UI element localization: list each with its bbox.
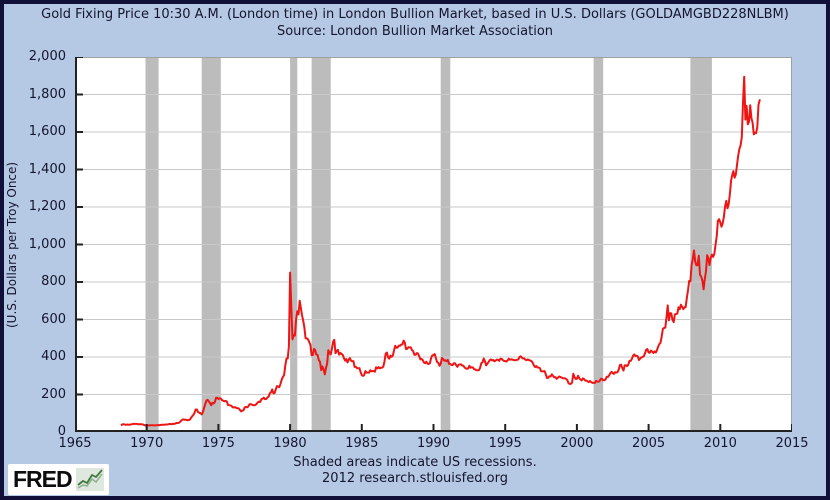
y-tick-label: 1,400 (28, 161, 66, 177)
fred-chart-icon (75, 468, 104, 491)
plot-area (75, 57, 792, 432)
gold-price-line-chart (75, 57, 792, 432)
x-tick-label: 1975 (201, 436, 235, 451)
y-tick-label: 1,200 (28, 199, 66, 214)
y-tick-label: 2,000 (28, 49, 66, 64)
y-tick-label: 1,000 (28, 236, 66, 252)
fred-logo-text: FRED (13, 466, 73, 492)
y-tick-label: 1,800 (28, 86, 66, 102)
y-tick-label: 0 (57, 424, 66, 439)
x-tick-label: 2010 (703, 436, 737, 451)
x-tick-label: 1985 (345, 436, 379, 451)
x-tick-label: 1980 (273, 436, 307, 451)
x-tick-label: 2005 (632, 436, 666, 451)
credit-line: 2012 research.stlouisfed.org (322, 471, 508, 486)
y-tick-label: 1,600 (28, 124, 66, 139)
x-tick-label: 1995 (488, 436, 522, 451)
y-tick-label: 200 (41, 386, 66, 402)
chart-title: Gold Fixing Price 10:30 A.M. (London tim… (41, 7, 789, 22)
x-tick-label: 2015 (775, 436, 809, 451)
x-tick-label: 2000 (560, 436, 594, 451)
x-tick-label: 1970 (130, 436, 164, 451)
y-tick-label: 800 (41, 274, 66, 289)
y-tick-label: 600 (41, 311, 66, 327)
x-tick-label: 1990 (416, 436, 451, 451)
recession-note: Shaded areas indicate US recessions. (293, 455, 537, 470)
x-tick-label: 1965 (58, 436, 92, 451)
chart-subtitle: Source: London Bullion Market Associatio… (276, 24, 554, 39)
price-line (120, 75, 761, 427)
fred-logo: FRED (8, 464, 109, 495)
y-tick-label: 400 (41, 349, 66, 364)
